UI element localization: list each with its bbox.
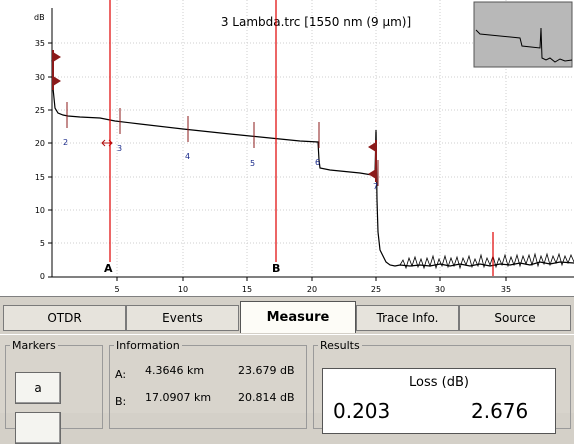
tab-events[interactable]: Events	[126, 305, 239, 331]
measure-panel: Markers a Information A: 4.3646 km 23.67…	[0, 334, 574, 444]
tab-measure[interactable]: Measure	[240, 301, 356, 333]
marker-a-button[interactable]: a	[15, 372, 61, 404]
x-tick-labels: 5 10 15 20 25 30 35	[114, 285, 511, 294]
y-tick-label: 0	[40, 272, 45, 281]
info-level-a: 23.679 dB	[238, 364, 295, 377]
x-tick-label: 25	[371, 285, 381, 294]
markers-group: Markers a	[5, 339, 103, 444]
trace-title: 3 Lambda.trc [1550 nm (9 μm)]	[221, 15, 411, 29]
loss-value-2: 2.676	[471, 399, 529, 423]
y-tick-label: 25	[35, 106, 45, 115]
event-number: 3	[117, 144, 122, 153]
loss-value-1: 0.203	[333, 399, 391, 423]
y-tick-label: 30	[35, 73, 45, 82]
x-tick-label: 5	[114, 285, 119, 294]
event-number: 4	[185, 152, 190, 161]
y-axis-ticks	[48, 42, 52, 278]
event-number: 5	[250, 159, 255, 168]
y-tick-label: 10	[35, 206, 45, 215]
arrow-left-icon	[368, 142, 376, 152]
marker-a-label: A	[104, 262, 113, 275]
event-numbers: 2 3 4 5 6 7	[63, 138, 378, 191]
y-unit-label: dB	[34, 13, 45, 22]
event-number: 7	[373, 182, 378, 191]
marker-b-label: B	[272, 262, 280, 275]
trace-graph[interactable]: dB 35 30 25 20 15 10 5 0 5 10 15 20 25 3…	[0, 0, 574, 296]
arrow-right-icon	[53, 76, 61, 86]
tab-source[interactable]: Source	[459, 305, 571, 331]
y-tick-labels: 35 30 25 20 15 10 5 0	[35, 39, 45, 281]
event-number: 6	[315, 158, 320, 167]
info-distance-a: 4.3646 km	[145, 364, 205, 377]
x-axis-ticks	[116, 277, 507, 281]
overview-thumbnail[interactable]	[473, 1, 573, 68]
event-number: 2	[63, 138, 68, 147]
results-display: Loss (dB) 0.203 2.676	[322, 368, 556, 434]
loss-header: Loss (dB)	[409, 375, 469, 390]
tab-trace-info[interactable]: Trace Info.	[356, 305, 459, 331]
trace-line	[51, 59, 574, 267]
x-tick-label: 30	[435, 285, 445, 294]
info-label-b: B:	[115, 395, 127, 408]
tab-otdr[interactable]: OTDR	[3, 305, 126, 331]
x-tick-label: 15	[242, 285, 252, 294]
grid-vertical	[116, 0, 507, 276]
event-arrows	[52, 50, 377, 182]
info-distance-b: 17.0907 km	[145, 391, 212, 404]
information-group: Information A: 4.3646 km 23.679 dB B: 17…	[109, 339, 307, 429]
y-tick-label: 5	[40, 239, 45, 248]
x-tick-label: 20	[307, 285, 317, 294]
trace-noise	[399, 252, 574, 270]
tab-bar: OTDR Events Measure Trace Info. Source	[0, 298, 574, 336]
info-label-a: A:	[115, 368, 127, 381]
x-tick-label: 10	[178, 285, 188, 294]
otdr-trace-plot[interactable]: dB 35 30 25 20 15 10 5 0 5 10 15 20 25 3…	[0, 0, 574, 297]
y-tick-label: 20	[35, 139, 45, 148]
results-group: Results Loss (dB) 0.203 2.676	[313, 339, 571, 434]
marker-b-button[interactable]	[15, 412, 61, 444]
info-level-b: 20.814 dB	[238, 391, 295, 404]
y-tick-label: 35	[35, 39, 45, 48]
y-tick-label: 15	[35, 173, 45, 182]
markers-legend: Markers	[12, 339, 56, 352]
grid-horizontal	[52, 42, 574, 244]
x-tick-label: 35	[501, 285, 511, 294]
results-legend: Results	[320, 339, 360, 352]
arrow-right-icon	[53, 52, 61, 62]
information-legend: Information	[116, 339, 180, 352]
event-ticks	[66, 102, 379, 186]
arrow-left-icon	[368, 169, 376, 179]
